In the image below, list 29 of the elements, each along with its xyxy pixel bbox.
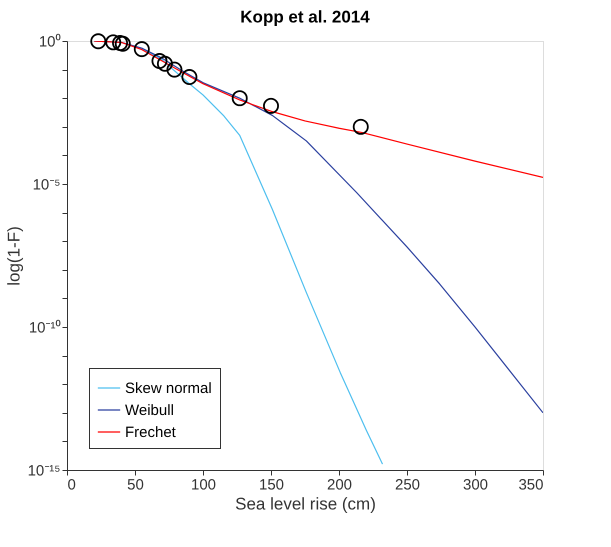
x-tick-label: 150 xyxy=(258,476,284,494)
y-tick-label: 10⁻¹⁵ xyxy=(28,462,60,480)
y-tick-label: 10⁻⁵ xyxy=(32,176,60,194)
x-tick-label: 200 xyxy=(326,476,352,494)
x-tick-label: 350 xyxy=(518,476,544,494)
y-axis-title: log(1-F) xyxy=(4,226,24,286)
point xyxy=(134,41,150,58)
point xyxy=(352,118,369,135)
y-tick-label: 10⁻¹⁰ xyxy=(28,320,60,336)
point xyxy=(263,98,279,114)
x-axis-title: Sea level rise (cm) xyxy=(235,494,376,514)
y-tick-label: 10⁰ xyxy=(38,34,60,50)
x-tick-label: 0 xyxy=(68,476,76,494)
x-tick-label: 300 xyxy=(462,476,488,494)
point xyxy=(232,90,248,106)
point xyxy=(152,53,168,69)
x-tick-label: 50 xyxy=(127,476,144,494)
legend-label: Frechet xyxy=(125,424,177,441)
point xyxy=(90,33,106,50)
point xyxy=(156,56,173,72)
point xyxy=(181,69,198,85)
line-series xyxy=(94,41,543,178)
point xyxy=(105,34,122,50)
legend-label: Weibull xyxy=(125,402,174,419)
point xyxy=(166,62,182,78)
chart-title: Kopp et al. 2014 xyxy=(240,8,370,27)
legend-label: Skew normal xyxy=(125,380,212,397)
x-tick-label: 250 xyxy=(394,476,420,494)
x-tick-label: 100 xyxy=(190,476,216,494)
